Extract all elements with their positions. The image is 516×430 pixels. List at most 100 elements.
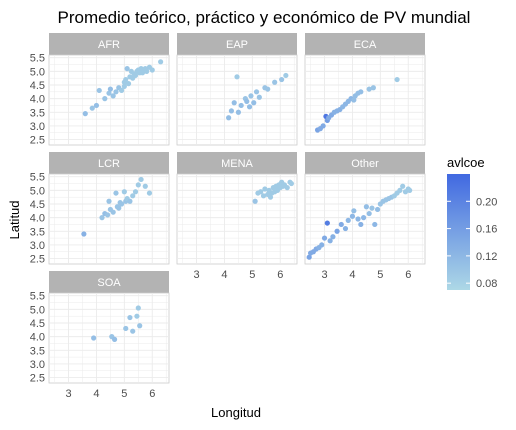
data-point — [135, 305, 141, 311]
data-point — [244, 98, 250, 104]
data-point — [138, 176, 144, 183]
facet-eap: EAP — [176, 33, 298, 146]
data-point — [149, 67, 155, 73]
data-point — [235, 109, 241, 115]
facet-strip-label: LCR — [98, 158, 120, 170]
y-tick-label: 5.5 — [30, 53, 45, 65]
data-point — [110, 93, 116, 99]
data-point — [258, 189, 264, 195]
x-tick-label: 5 — [249, 269, 255, 281]
data-point — [345, 217, 351, 223]
x-tick-label: 6 — [277, 269, 283, 281]
data-point — [82, 111, 88, 117]
data-point — [265, 86, 271, 92]
facet-strip-label: Other — [351, 158, 379, 170]
y-tick-label: 5.0 — [30, 304, 45, 316]
data-point — [121, 189, 127, 195]
data-point — [107, 86, 113, 92]
data-point — [267, 194, 274, 200]
data-point — [330, 234, 336, 240]
y-tick-label: 2.5 — [30, 135, 45, 147]
facet-strip — [177, 152, 297, 174]
data-point — [111, 336, 118, 342]
legend-title: avlcoe — [447, 155, 485, 170]
data-point — [113, 190, 119, 196]
data-point — [246, 104, 253, 110]
data-point — [351, 208, 357, 214]
facet-strip-label: SOA — [97, 277, 121, 289]
data-point — [102, 96, 108, 102]
facet-strip — [305, 152, 425, 174]
facet-mena: MENA 3 4 5 6 — [176, 152, 298, 281]
y-tick-label: 5.5 — [30, 172, 45, 184]
facet-lcr: LCR 2.5 3.0 3.54.0 4.5 5.05.5 — [30, 152, 170, 266]
data-point — [125, 81, 132, 87]
legend-colorbar — [447, 174, 470, 290]
data-point — [118, 201, 125, 207]
data-point — [132, 189, 139, 195]
data-point — [400, 183, 406, 189]
data-point — [106, 90, 112, 96]
data-point — [394, 76, 400, 83]
legend-tick-label: 0.16 — [476, 224, 497, 236]
x-tick-label: 4 — [349, 269, 355, 281]
facet-plot-area — [48, 292, 170, 384]
data-point — [361, 215, 367, 221]
data-point — [272, 79, 278, 85]
facet-other: Other 3 4 5 6 — [304, 152, 426, 281]
data-point — [121, 83, 127, 89]
x-tick-label: 3 — [193, 269, 199, 281]
data-point — [334, 228, 340, 234]
data-point — [262, 186, 268, 192]
data-point — [130, 193, 136, 199]
y-tick-label: 4.5 — [30, 318, 45, 330]
data-point — [324, 220, 330, 226]
data-point — [81, 231, 87, 237]
data-point — [351, 97, 357, 103]
data-point — [279, 76, 285, 83]
y-tick-label: 3.5 — [30, 345, 45, 357]
data-point — [106, 198, 112, 204]
x-tick-label: 6 — [149, 388, 155, 400]
facet-plot-area — [176, 54, 298, 146]
data-point — [306, 254, 312, 260]
facet-plot-area — [48, 173, 170, 265]
y-tick-label: 2.5 — [30, 373, 45, 385]
legend-ticks: 0.08 0.12 0.16 0.20 — [447, 196, 497, 290]
data-point — [226, 115, 232, 121]
y-tick-label: 3.5 — [30, 226, 45, 238]
y-tick-label: 4.5 — [30, 199, 45, 211]
data-point — [238, 102, 244, 109]
facet-plot-area — [48, 54, 170, 146]
data-point — [231, 100, 237, 106]
data-point — [91, 335, 97, 341]
facet-afr: AFR 2.5 3.0 3.54.0 4.5 5.05.5 — [30, 33, 170, 147]
facet-strip — [177, 33, 297, 55]
data-point — [123, 325, 129, 332]
data-point — [135, 182, 141, 188]
facet-strip-label: ECA — [354, 39, 377, 51]
data-point — [253, 89, 260, 95]
data-point — [113, 89, 119, 95]
data-point — [358, 221, 364, 228]
y-tick-label: 3.0 — [30, 359, 45, 371]
data-point — [374, 206, 381, 213]
y-tick-label: 3.0 — [30, 121, 45, 133]
data-point — [252, 198, 258, 204]
facet-strip-label: AFR — [98, 39, 120, 51]
data-point — [407, 187, 413, 193]
data-point — [363, 204, 369, 210]
data-point — [132, 72, 139, 79]
data-point — [370, 85, 376, 91]
chart-title: Promedio teórico, práctico y económico d… — [58, 8, 471, 27]
data-point — [320, 123, 326, 129]
color-legend: avlcoe 0.08 0.12 0.16 0.20 — [447, 155, 497, 290]
data-point — [321, 235, 328, 241]
y-tick-label: 4.0 — [30, 332, 45, 344]
data-point — [116, 205, 122, 211]
data-point — [105, 212, 111, 218]
x-tick-label: 4 — [221, 269, 227, 281]
data-point — [248, 93, 254, 99]
data-point — [284, 185, 290, 191]
